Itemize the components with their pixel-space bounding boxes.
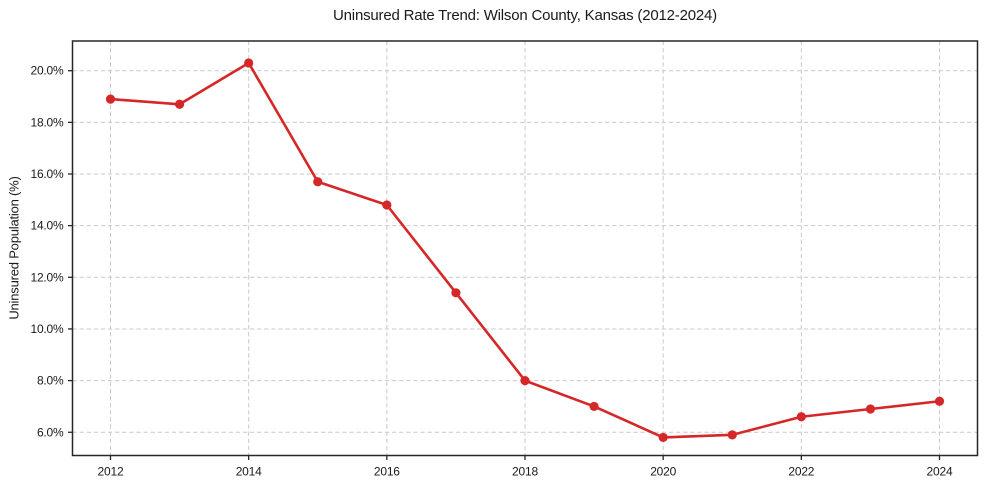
y-tick-label: 10.0%: [30, 322, 64, 336]
y-tick-label: 12.0%: [30, 270, 64, 284]
data-point: [589, 401, 599, 412]
chart-title: Uninsured Rate Trend: Wilson County, Kan…: [333, 7, 717, 24]
data-point: [865, 404, 876, 414]
x-tick-label: 2014: [236, 465, 262, 479]
y-tick-label: 8.0%: [37, 374, 64, 388]
data-point: [727, 430, 737, 440]
y-tick-label: 16.0%: [30, 167, 64, 181]
data-point: [105, 94, 116, 104]
data-point: [658, 432, 668, 443]
data-point: [520, 376, 530, 386]
data-point: [382, 200, 392, 210]
data-point: [934, 396, 945, 406]
x-tick-label: 2012: [98, 465, 124, 479]
x-tick-label: 2016: [374, 465, 400, 479]
y-tick-label: 18.0%: [30, 115, 64, 129]
data-point: [174, 99, 185, 109]
data-point: [796, 412, 806, 422]
y-tick-label: 14.0%: [30, 219, 64, 233]
x-tick-label: 2024: [927, 465, 953, 479]
y-tick-label: 6.0%: [37, 425, 64, 439]
x-tick-label: 2018: [512, 465, 538, 479]
x-tick-label: 2020: [650, 465, 676, 479]
data-point: [244, 58, 254, 68]
y-tick-label: 20.0%: [30, 64, 64, 78]
data-point: [313, 177, 323, 187]
data-point: [451, 288, 461, 298]
x-tick-label: 2022: [788, 465, 814, 479]
